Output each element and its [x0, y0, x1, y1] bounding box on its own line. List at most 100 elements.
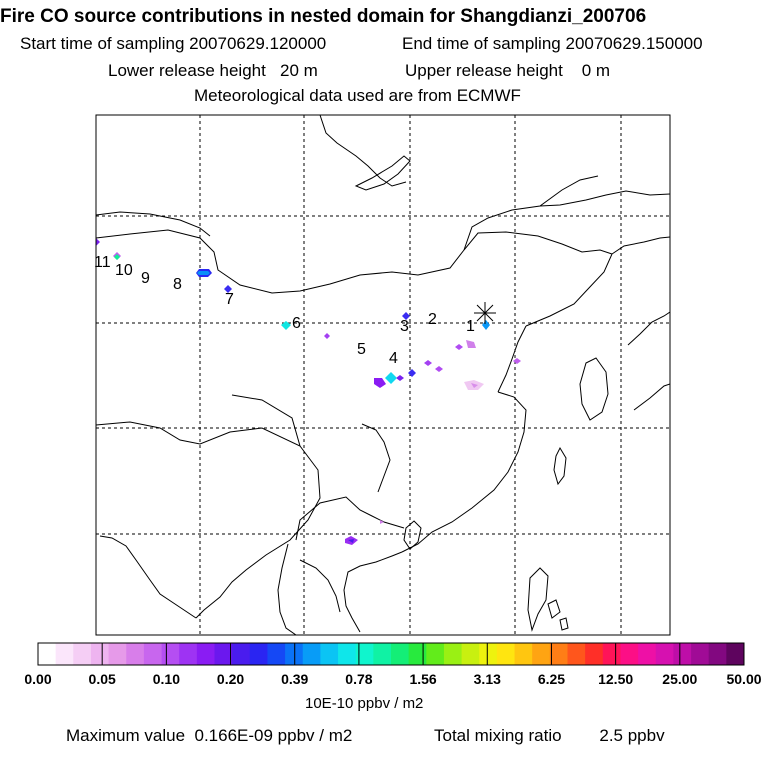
colorbar-swatch — [726, 643, 745, 665]
colorbar-swatch — [708, 643, 727, 665]
colorbar-swatch — [143, 643, 162, 665]
receptor-site — [474, 302, 496, 324]
colorbar-tick-label: 25.00 — [662, 671, 698, 687]
colorbar-tick-label: 50.00 — [726, 671, 762, 687]
colorbar-tick-label: 0.39 — [281, 671, 309, 687]
colorbar-swatch — [391, 643, 410, 665]
colorbar-swatch — [549, 643, 568, 665]
colorbar-swatch — [55, 643, 74, 665]
fire-hotspot — [224, 285, 232, 293]
end-time-value: 20070629.150000 — [565, 34, 703, 53]
colorbar-swatch — [302, 643, 321, 665]
fire-hotspot — [482, 320, 490, 330]
colorbar-swatch — [408, 643, 427, 665]
map-area — [96, 115, 670, 635]
colorbar-tick-label: 0.10 — [152, 671, 180, 687]
colorbar-tick-label: 0.00 — [24, 671, 52, 687]
colorbar-swatch — [655, 643, 674, 665]
colorbar-swatch — [320, 643, 339, 665]
lower-release-height: Lower release height 20 m — [108, 61, 318, 80]
colorbar-swatch — [461, 643, 480, 665]
colorbar-swatch — [355, 643, 374, 665]
trajectory-label-3: 3 — [400, 318, 409, 335]
colorbar-tick-label: 1.56 — [409, 671, 437, 687]
meteorological-note: Meteorological data used are from ECMWF — [194, 86, 521, 105]
fire-hotspot — [114, 254, 120, 260]
trajectory-label-2: 2 — [428, 311, 437, 328]
trajectory-label-10: 10 — [115, 262, 133, 279]
start-time-label: Start time of sampling 20070629.120000 — [20, 34, 327, 53]
colorbar-tick-label: 0.20 — [216, 671, 245, 687]
colorbar-swatch — [567, 643, 586, 665]
fire-hotspot — [348, 539, 354, 543]
coastlines-borders — [96, 115, 670, 635]
fire-hotspot — [385, 372, 397, 384]
colorbar-tick-label: 0.78 — [345, 671, 373, 687]
fire-hotspot — [408, 369, 416, 377]
colorbar-swatch — [638, 643, 657, 665]
fire-hotspot — [455, 344, 463, 350]
trajectory-label-11: 11 — [94, 254, 111, 271]
fire-hotspot — [324, 333, 330, 339]
colorbar-tick-label: 3.13 — [473, 671, 501, 687]
fire-hotspot — [281, 321, 291, 330]
colorbar-swatch — [73, 643, 92, 665]
fire-hotspot — [396, 375, 404, 381]
colorbar-swatch — [126, 643, 145, 665]
start-time-value: 20070629.120000 — [189, 34, 327, 53]
fire-hotspot — [471, 383, 478, 388]
fire-hotspot — [96, 238, 100, 246]
trajectory-label-4: 4 — [389, 350, 398, 367]
colorbar-swatch — [338, 643, 357, 665]
maximum-value: Maximum value 0.166E-09 ppbv / m2 — [66, 726, 353, 745]
colorbar-swatch — [585, 643, 604, 665]
fire-hotspot — [466, 340, 476, 348]
colorbar-swatch — [90, 643, 109, 665]
colorbar-swatch — [496, 643, 515, 665]
trajectory-label-6: 6 — [292, 315, 301, 332]
trajectory-label-9: 9 — [141, 270, 150, 287]
colorbar-swatch — [214, 643, 233, 665]
colorbar-swatch — [196, 643, 215, 665]
trajectory-label-7: 7 — [225, 291, 234, 308]
colorbar-swatch — [691, 643, 710, 665]
colorbar-tick-label: 0.05 — [88, 671, 116, 687]
colorbar-frame — [37, 642, 745, 666]
colorbar-swatch — [673, 643, 692, 665]
colorbar-swatch — [373, 643, 392, 665]
fire-hotspot — [435, 366, 443, 372]
colorbar-swatch — [479, 643, 498, 665]
colorbar-swatch — [602, 643, 621, 665]
map-title: Fire CO source contributions in nested d… — [0, 6, 647, 27]
colorbar-swatch — [179, 643, 198, 665]
upper-release-height: Upper release height 0 m — [405, 61, 611, 80]
colorbar-swatch — [285, 643, 304, 665]
colorbar — [37, 642, 745, 666]
fire-contributions — [96, 238, 521, 545]
end-time-label: End time of sampling 20070629.150000 — [402, 34, 703, 53]
colorbar-swatch — [249, 643, 268, 665]
colorbar-tick-label: 12.50 — [598, 671, 634, 687]
colorbar-swatch — [161, 643, 180, 665]
graticule-lines — [96, 115, 670, 635]
total-mixing-ratio: Total mixing ratio 2.5 ppbv — [434, 726, 665, 745]
fire-hotspot — [380, 520, 384, 524]
colorbar-swatch — [620, 643, 639, 665]
fire-hotspot — [513, 358, 521, 364]
fire-hotspot — [402, 312, 410, 320]
colorbar-swatch — [108, 643, 127, 665]
colorbar-swatch — [267, 643, 286, 665]
colorbar-swatch — [514, 643, 533, 665]
fire-hotspot — [424, 360, 432, 366]
colorbar-units: 10E-10 ppbv / m2 — [305, 695, 424, 712]
colorbar-swatch — [38, 643, 57, 665]
trajectory-label-1: 1 — [466, 318, 475, 335]
colorbar-swatch — [232, 643, 251, 665]
colorbar-tick-label: 6.25 — [537, 671, 566, 687]
fire-hotspot — [197, 271, 210, 275]
map-frame — [95, 114, 671, 636]
colorbar-swatch — [426, 643, 445, 665]
trajectory-label-5: 5 — [357, 341, 366, 358]
